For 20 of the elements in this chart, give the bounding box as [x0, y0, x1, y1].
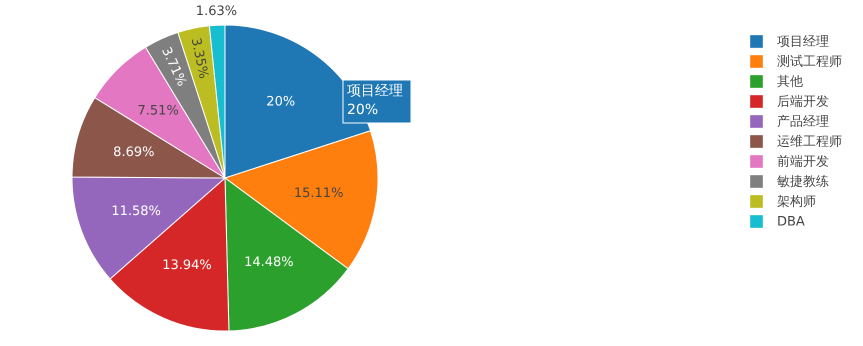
data-label: 3.35%: [188, 36, 211, 80]
legend-label: 测试工程师: [777, 54, 842, 70]
data-label: 15.11%: [294, 186, 344, 202]
data-label: 13.94%: [162, 258, 212, 273]
text: 项目经理 20%: [347, 83, 403, 118]
data-label: 20%: [266, 94, 296, 110]
legend-label: 运维工程师: [777, 134, 842, 150]
data-label: 11.58%: [111, 204, 161, 220]
legend-label: 敏捷教练: [777, 174, 829, 190]
legend-label: 其他: [777, 74, 803, 90]
legend-label: 前端开发: [777, 154, 829, 170]
legend-label: 后端开发: [777, 94, 829, 110]
legend-label: 项目经理: [777, 34, 829, 50]
data-label: 7.51%: [138, 104, 179, 119]
legend-label: 架构师: [777, 194, 816, 210]
legend-label: DBA: [777, 214, 805, 230]
legend-label: 产品经理: [777, 114, 829, 130]
data-label: 1.63%: [196, 4, 238, 20]
data-label: 14.48%: [244, 255, 294, 270]
data-label: 8.69%: [113, 144, 154, 160]
